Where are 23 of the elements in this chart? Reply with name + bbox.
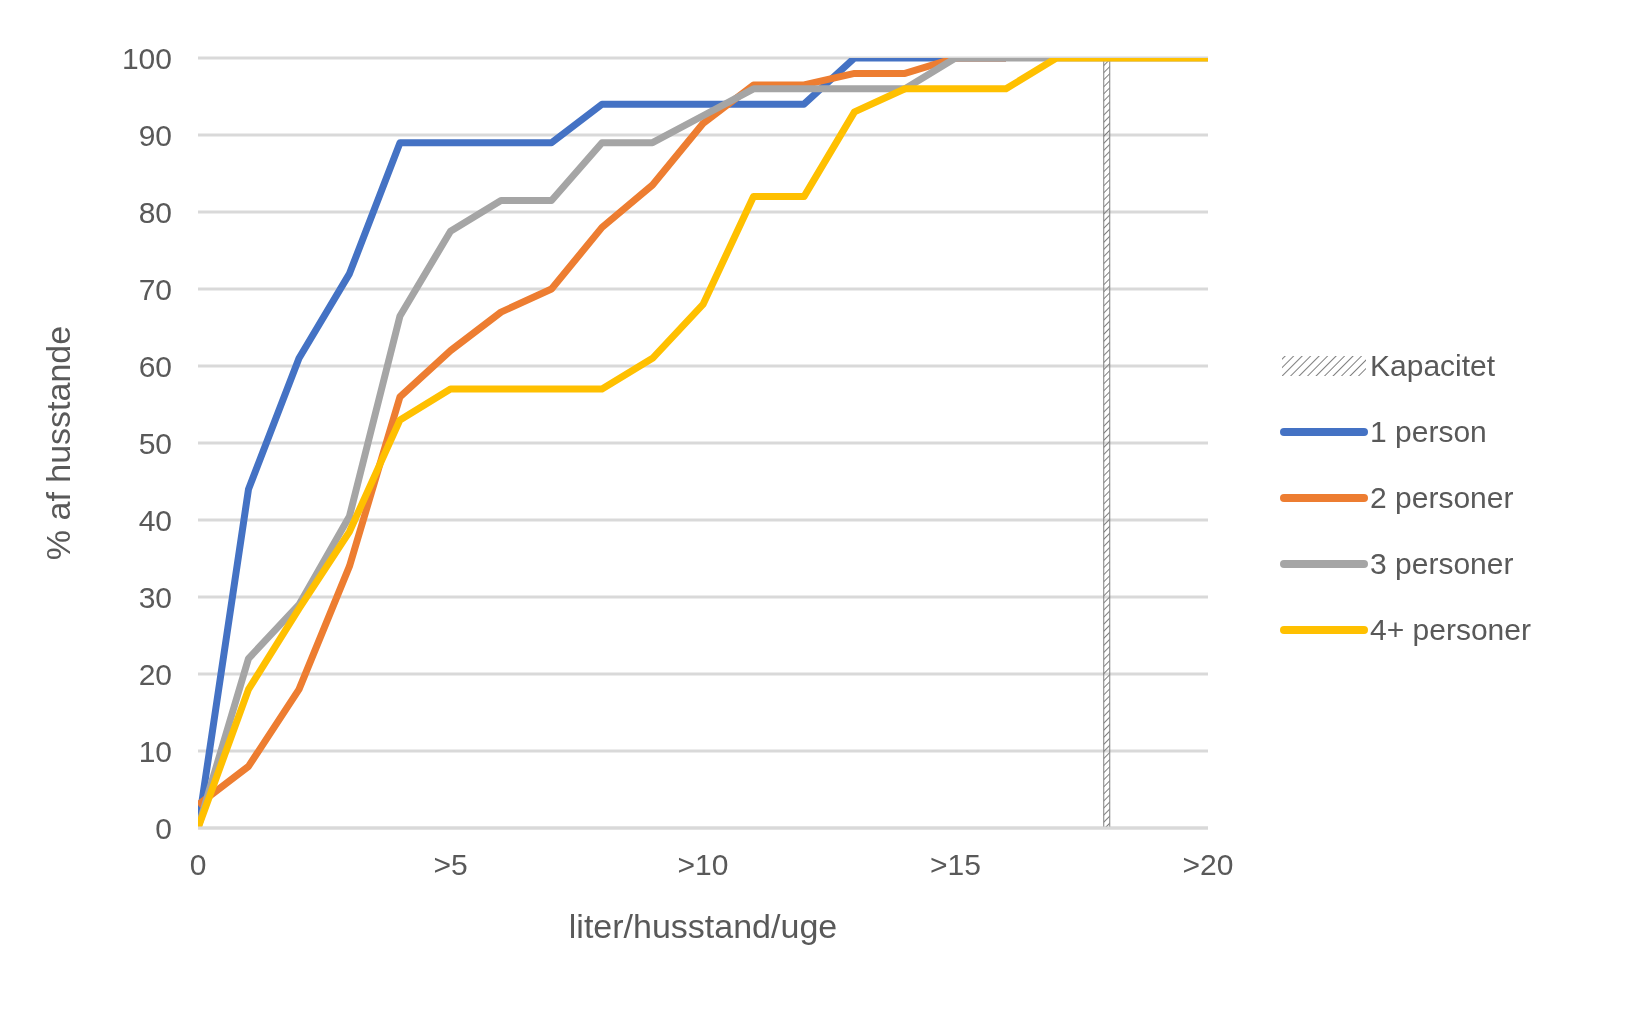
y-axis-title: % af husstande [39, 325, 78, 561]
y-tick-label: 60 [138, 349, 172, 383]
legend-label: 1 person [1370, 415, 1487, 449]
legend-label: 2 personer [1370, 481, 1514, 515]
x-tick-label: 0 [189, 848, 207, 882]
x-tick-label: >20 [1182, 848, 1234, 882]
legend-label: 3 personer [1370, 547, 1514, 581]
legend-label: 4+ personer [1370, 613, 1531, 647]
text: Kapacitet [1370, 349, 1496, 383]
x-tick-label: >10 [677, 848, 729, 882]
y-tick-label: 70 [138, 272, 172, 306]
y-tick-label: 100 [121, 41, 172, 75]
y-tick-label: 40 [138, 503, 172, 537]
x-axis-title: liter/husstand/uge [568, 907, 838, 945]
y-tick-label: 20 [138, 657, 172, 691]
x-tick-label: >5 [433, 848, 468, 882]
y-tick-label: 30 [138, 580, 172, 614]
y-tick-label: 10 [138, 734, 172, 768]
y-tick-label: 90 [138, 118, 172, 152]
x-tick-label: >15 [930, 848, 981, 882]
y-tick-label: 0 [155, 811, 172, 845]
y-tick-label: 80 [138, 195, 172, 229]
y-tick-label: 50 [138, 426, 172, 460]
